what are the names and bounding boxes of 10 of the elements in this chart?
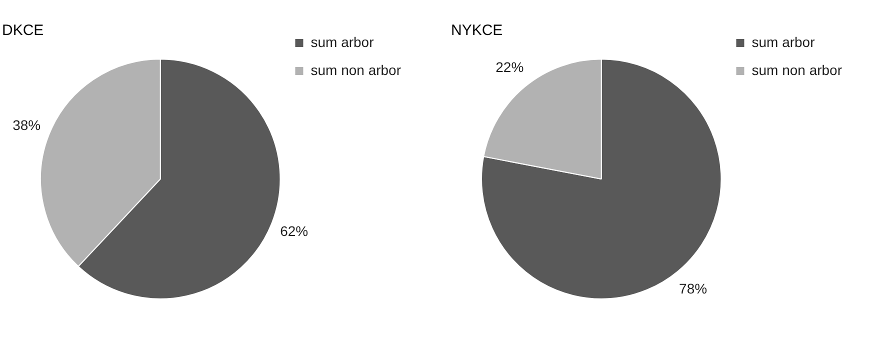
chart-title: NYKCE <box>451 22 503 39</box>
legend-label: sum arbor <box>752 34 816 50</box>
data-label: 62% <box>280 222 308 239</box>
legend-label: sum arbor <box>310 34 374 50</box>
data-label: 78% <box>679 280 708 297</box>
legend-label: sum non arbor <box>752 62 842 78</box>
data-label: 22% <box>496 59 524 76</box>
legend-label: sum non arbor <box>310 62 402 78</box>
data-label: 38% <box>12 116 41 133</box>
chart-title: DKCE <box>2 22 44 39</box>
